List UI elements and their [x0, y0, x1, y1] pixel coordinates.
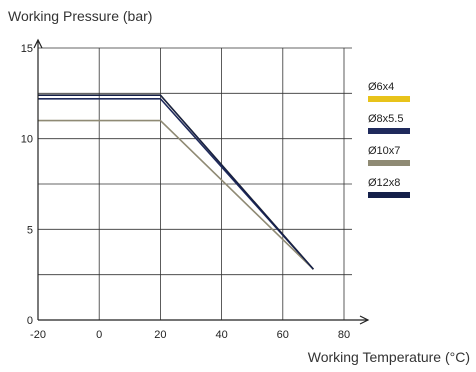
y-tick-label: 5 — [27, 224, 33, 236]
y-tick-label: 10 — [21, 134, 33, 146]
x-tick-label: -20 — [30, 329, 46, 341]
chart-grid — [38, 47, 352, 320]
x-axis-arrow — [359, 315, 370, 325]
legend-label: Ø8x5.5 — [368, 113, 403, 125]
y-tick-label: 15 — [21, 43, 33, 55]
chart-legend: Ø6x4 Ø8x5.5 Ø10x7 Ø12x8 — [368, 81, 410, 198]
x-tick-label: 80 — [338, 329, 350, 341]
legend-swatch — [368, 192, 410, 198]
chart-series-lines — [38, 94, 315, 270]
legend-swatch — [368, 160, 410, 166]
y-axis-title: Working Pressure (bar) — [8, 8, 152, 24]
x-tick-label: 0 — [96, 329, 102, 341]
chart-tick-labels: -20 0 20 40 60 80 0 5 10 15 — [21, 43, 350, 341]
x-tick-label: 60 — [277, 329, 289, 341]
chart-axes — [33, 38, 370, 325]
y-axis-arrow — [33, 38, 43, 49]
legend-label: Ø10x7 — [368, 145, 400, 157]
x-tick-label: 20 — [154, 329, 166, 341]
x-axis-title: Working Temperature (°C) — [308, 349, 470, 365]
x-tick-label: 40 — [215, 329, 227, 341]
series-line — [38, 119, 314, 270]
legend-swatch — [368, 128, 410, 134]
legend-label: Ø6x4 — [368, 81, 394, 93]
legend-swatch — [368, 96, 410, 102]
series-line — [38, 94, 315, 270]
y-tick-label: 0 — [27, 315, 33, 327]
legend-label: Ø12x8 — [368, 177, 400, 189]
